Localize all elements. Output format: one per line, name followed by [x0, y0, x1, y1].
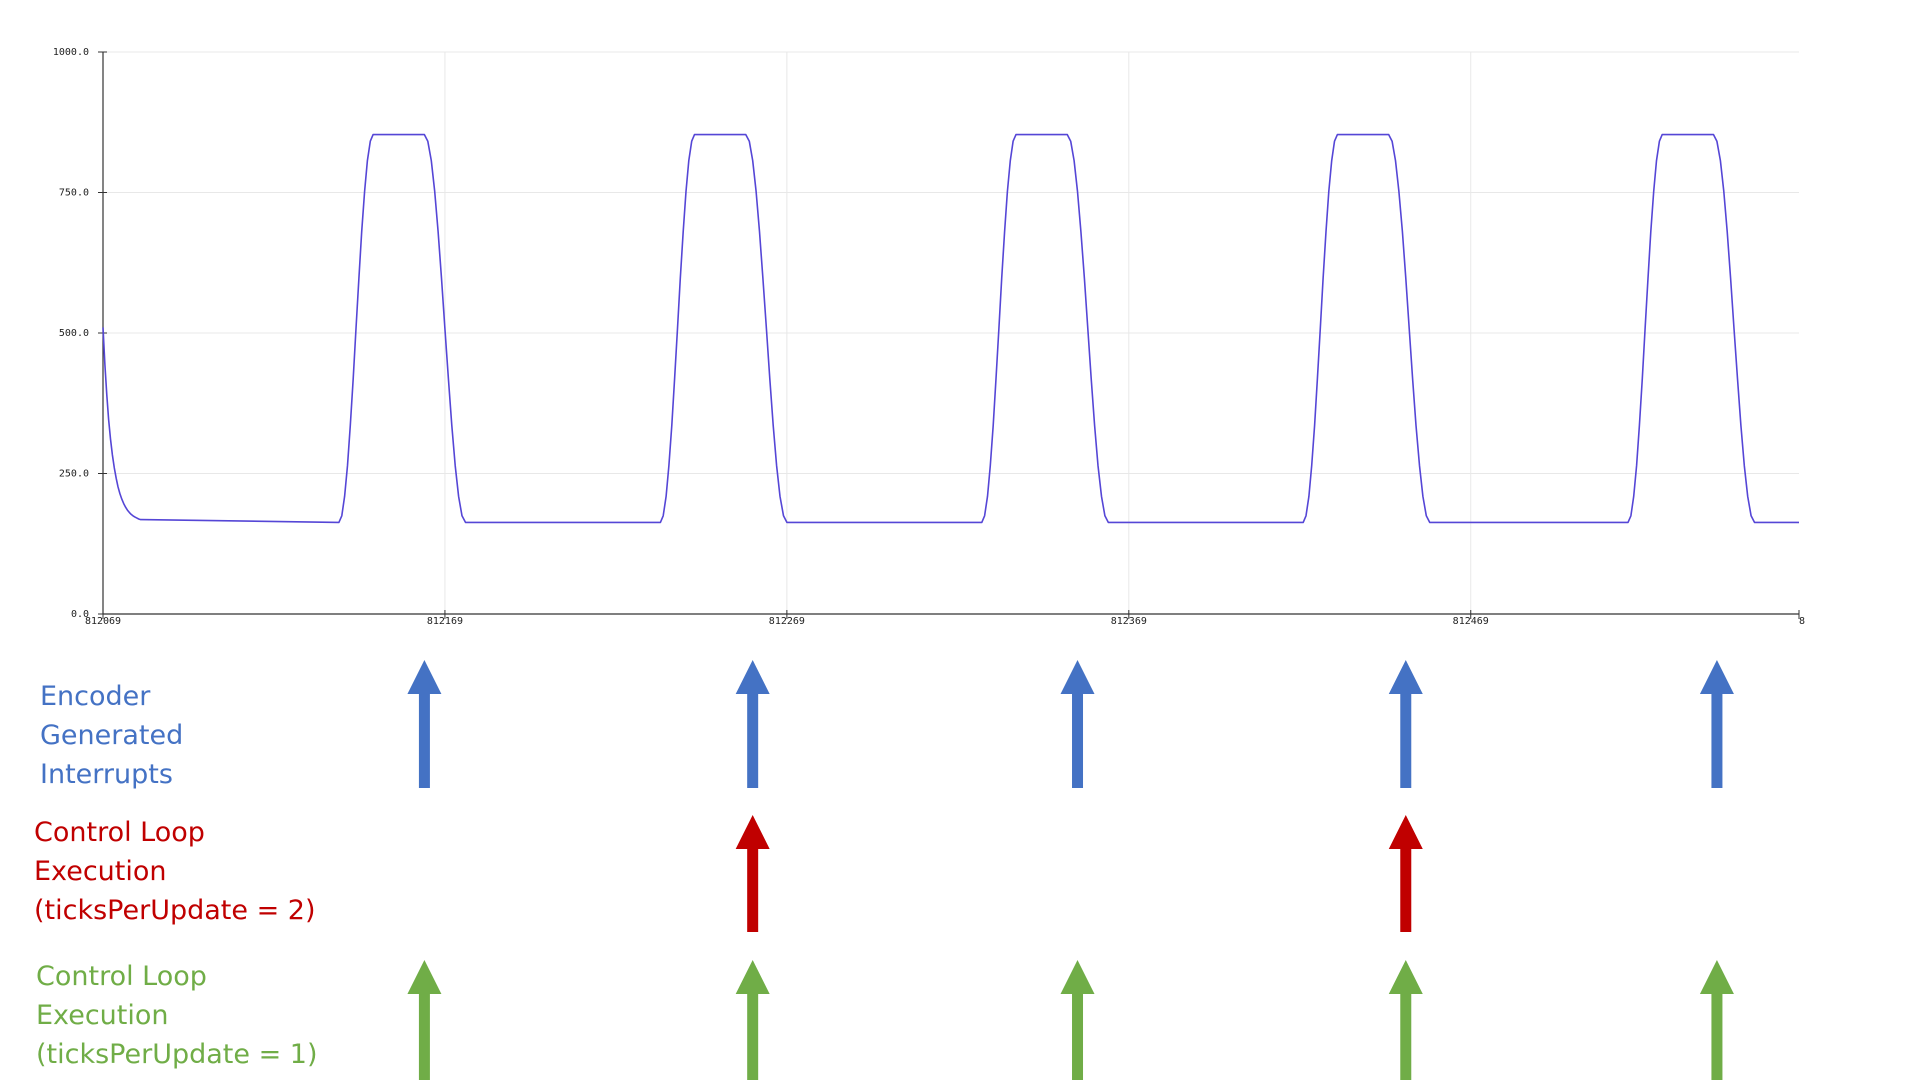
label-line: Encoder: [40, 681, 151, 712]
encoder-arrow: [735, 660, 770, 788]
control1-arrow: [1060, 960, 1095, 1080]
y-tick-label: 250.0: [59, 469, 89, 480]
control-loop-ticks-1-label: Control Loop Execution (ticksPerUpdate =…: [36, 957, 317, 1074]
encoder-arrow: [1060, 660, 1095, 788]
x-tick-label: 812469: [1453, 616, 1489, 627]
annotation-arrows: [407, 660, 1734, 1080]
control-loop-ticks-2-label: Control Loop Execution (ticksPerUpdate =…: [34, 813, 315, 930]
label-line: Control Loop: [36, 961, 207, 992]
control1-arrow: [1699, 960, 1734, 1080]
x-tick-label: 812269: [769, 616, 805, 627]
label-line: (ticksPerUpdate = 1): [36, 1039, 318, 1070]
label-line: Generated: [40, 720, 184, 751]
series-line: [102, 133, 1799, 524]
y-tick-label: 750.0: [59, 188, 89, 199]
control1-arrow: [1388, 960, 1423, 1080]
encoder-arrow: [1388, 660, 1423, 788]
label-line: (ticksPerUpdate = 2): [34, 895, 316, 926]
label-line: Execution: [34, 856, 167, 887]
x-tick-label: 812369: [1111, 616, 1147, 627]
encoder-arrow: [1699, 660, 1734, 788]
series-layer: [102, 133, 1799, 524]
y-tick-label: 500.0: [59, 328, 89, 339]
label-line: Control Loop: [34, 817, 205, 848]
x-tick-label: 812069: [85, 616, 121, 627]
label-line: Execution: [36, 1000, 169, 1031]
y-tick-label: 0.0: [71, 609, 89, 620]
control1-arrow: [735, 960, 770, 1080]
encoder-interrupts-label: Encoder Generated Interrupts: [40, 677, 183, 794]
control2-arrow: [735, 815, 770, 932]
label-line: Interrupts: [40, 759, 173, 790]
control1-arrow: [407, 960, 442, 1080]
plot-grid: [103, 51, 1799, 614]
axis-ticks: 0.0 250.0 500.0 750.0 1000.0 812069 812169 8122…: [53, 47, 1805, 627]
y-tick-label: 1000.0: [53, 47, 89, 58]
encoder-arrow: [407, 660, 442, 788]
x-tick-label: 812169: [427, 616, 463, 627]
x-tick-label: 8: [1799, 616, 1805, 627]
control2-arrow: [1388, 815, 1423, 932]
